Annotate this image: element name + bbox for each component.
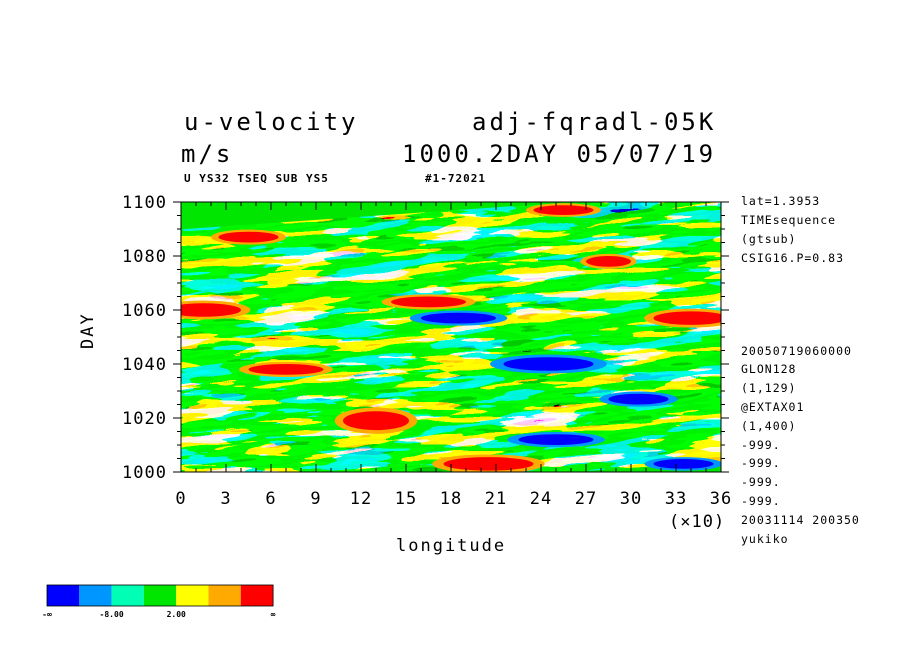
colorbar-label: 2.00	[167, 610, 186, 619]
y-tick-label: 1040	[122, 355, 167, 375]
info-missing-2: -999.	[741, 456, 781, 470]
positive-anomaly	[218, 231, 279, 243]
colorbar-frame	[46, 584, 274, 607]
info-range1: (1,129)	[741, 381, 797, 395]
y-tick-label: 1080	[122, 247, 167, 267]
x-tick-label: 21	[485, 489, 507, 509]
subtitle-left: U YS32 TSEQ SUB YS5	[184, 172, 329, 185]
x-tick-label: 33	[665, 489, 687, 509]
info-missing-1: -999.	[741, 438, 781, 452]
x-tick-label: 0	[175, 489, 186, 509]
info-created: 20031114 200350	[741, 513, 860, 527]
positive-anomaly	[391, 296, 466, 308]
negative-anomaly	[518, 434, 594, 445]
negative-anomaly	[608, 393, 669, 405]
x-tick-label: 24	[530, 489, 552, 509]
positive-anomaly	[443, 457, 534, 471]
datetime-label: 1000.2DAY 05/07/19	[402, 140, 717, 168]
info-user: yukiko	[741, 532, 789, 546]
x-tick-label: 15	[395, 489, 417, 509]
positive-anomaly	[343, 411, 409, 431]
info-extax: @EXTAX01	[741, 400, 805, 414]
negative-anomaly	[653, 459, 714, 469]
info-range2: (1,400)	[741, 419, 797, 433]
unit-label: m/s	[181, 140, 234, 168]
y-tick-label: 1000	[122, 463, 167, 483]
positive-anomaly	[181, 303, 241, 317]
info-missing-3: -999.	[741, 475, 781, 489]
info-missing-4: -999.	[741, 494, 781, 508]
positive-anomaly	[248, 364, 324, 375]
x-tick-label: 36	[710, 489, 732, 509]
x-axis-label: longitude	[396, 536, 507, 556]
colorbar-label: -8.00	[100, 610, 124, 619]
positive-anomaly	[586, 256, 631, 267]
colorbar-label: -∞	[42, 610, 52, 619]
colorbar-swatch	[208, 585, 241, 606]
info-lat: lat=1.3953	[741, 194, 821, 208]
negative-anomaly	[421, 312, 496, 324]
y-tick-label: 1020	[122, 409, 167, 429]
positive-anomaly	[533, 205, 594, 215]
info-gtsub: (gtsub)	[741, 232, 797, 246]
info-date: 20050719060000	[741, 344, 852, 358]
info-timeseq: TIMEsequence	[741, 213, 837, 227]
x-tick-label: 18	[440, 489, 462, 509]
colorbar-swatch	[111, 585, 144, 606]
x-tick-label: 6	[265, 489, 276, 509]
subtitle-right: #1-72021	[425, 172, 486, 185]
positive-anomaly	[653, 311, 721, 325]
info-glon: GLON128	[741, 362, 797, 376]
negative-anomaly	[503, 357, 594, 371]
colorbar-swatch	[47, 585, 80, 606]
y-tick-label: 1060	[122, 301, 167, 321]
variable-title: u-velocity	[184, 108, 359, 136]
run-title: adj-fqradl-05K	[472, 108, 717, 136]
x-tick-label: 27	[575, 489, 597, 509]
info-csig: CSIG16.P=0.83	[741, 251, 845, 265]
heatmap-field	[181, 202, 721, 472]
colorbar-swatch	[240, 585, 274, 606]
x-tick-label: 9	[310, 489, 321, 509]
x-tick-label: 30	[620, 489, 642, 509]
x-tick-label: 12	[350, 489, 372, 509]
heatmap-noise	[181, 202, 721, 472]
colorbar-swatch	[79, 585, 112, 606]
x-scale-note: (×10)	[669, 512, 726, 532]
x-tick-label: 3	[220, 489, 231, 509]
colorbar-swatch	[143, 585, 177, 606]
colorbar-label: ∞	[271, 610, 276, 619]
colorbar-swatch	[176, 585, 209, 606]
y-tick-label: 1100	[122, 193, 167, 213]
